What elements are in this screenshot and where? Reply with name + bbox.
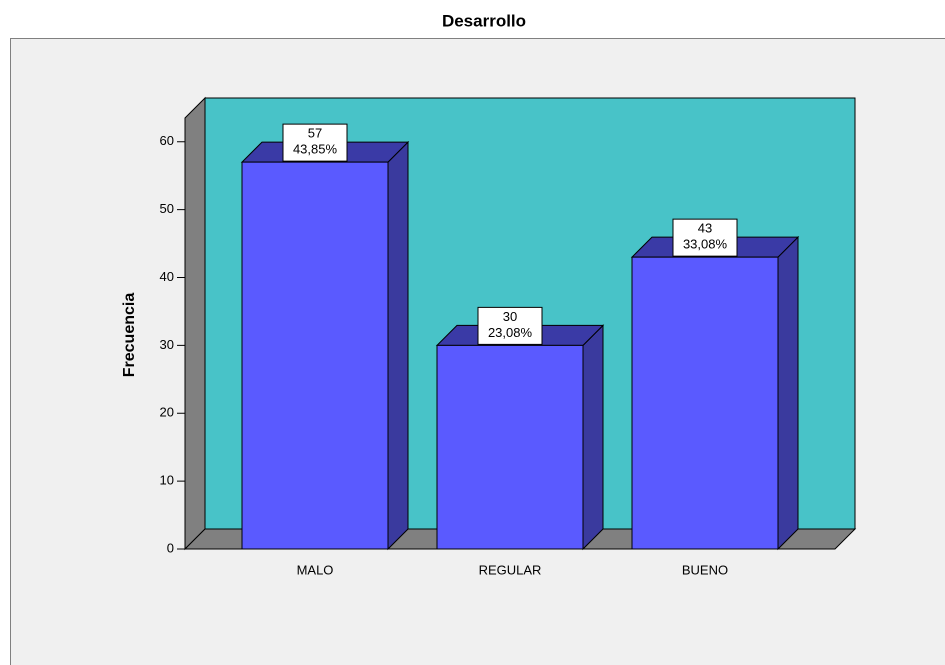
data-label: 30 [503, 309, 517, 324]
y-tick-label: 20 [160, 405, 174, 420]
x-tick-label: REGULAR [479, 562, 542, 577]
bar-side [777, 235, 799, 551]
chart-title: Desarrollo [442, 11, 526, 30]
x-tick-label: MALO [297, 562, 334, 577]
y-tick-label: 60 [160, 133, 174, 148]
y-tick-label: 40 [160, 269, 174, 284]
data-label: 43 [698, 221, 712, 236]
y-tick-label: 10 [160, 473, 174, 488]
y-tick-label: 50 [160, 201, 174, 216]
data-label-box [672, 218, 738, 257]
bar-side [582, 324, 604, 551]
bar [631, 256, 779, 550]
y-axis-title: Frecuencia [121, 293, 138, 378]
bar-side [387, 140, 409, 551]
bar [436, 344, 584, 550]
percent-label: 33,08% [683, 237, 728, 252]
y-tick-label: 0 [167, 540, 174, 555]
data-label-box [282, 123, 348, 162]
bar [241, 161, 389, 550]
data-label-box [477, 306, 543, 345]
data-label: 57 [308, 126, 322, 141]
percent-label: 43,85% [293, 142, 338, 157]
side-wall [184, 96, 206, 551]
y-tick-label: 30 [160, 337, 174, 352]
x-tick-label: BUENO [682, 562, 728, 577]
percent-label: 23,08% [488, 325, 533, 340]
